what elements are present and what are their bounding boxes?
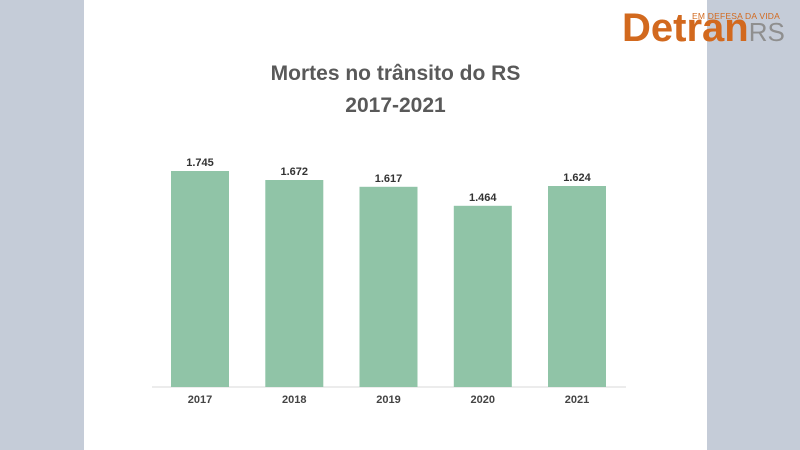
bar-2021 (548, 186, 606, 387)
value-label-2021: 1.624 (563, 172, 591, 184)
chart-subtitle: 2017-2021 (345, 94, 446, 117)
bars-group: 1.745 2017 1.672 2018 1.617 2019 1.464 2020 1.62… (171, 157, 606, 406)
logo-word-main: Detran (622, 6, 749, 50)
x-tick-label-2021: 2021 (565, 394, 589, 406)
value-label-2018: 1.672 (280, 166, 308, 178)
logo-wordmark: DetranRS (622, 6, 785, 54)
bar-2020 (453, 205, 512, 387)
value-label-2020: 1.464 (469, 192, 497, 204)
chart-title: Mortes no trânsito do RS (270, 62, 521, 85)
value-label-2019: 1.617 (375, 173, 403, 185)
logo-word-suffix: RS (748, 17, 785, 47)
x-tick-label-2019: 2019 (376, 394, 400, 406)
detran-rs-logo: EM DEFESA DA VIDA DetranRS (622, 6, 798, 50)
logo-tagline: EM DEFESA DA VIDA (692, 11, 780, 21)
x-tick-label-2018: 2018 (282, 394, 306, 406)
bar-2017 (171, 171, 229, 387)
x-tick-label-2017: 2017 (188, 394, 212, 406)
value-label-2017: 1.745 (186, 157, 214, 169)
bar-2018 (265, 180, 324, 387)
x-tick-label-2020: 2020 (471, 394, 495, 406)
bar-2019 (359, 186, 418, 387)
